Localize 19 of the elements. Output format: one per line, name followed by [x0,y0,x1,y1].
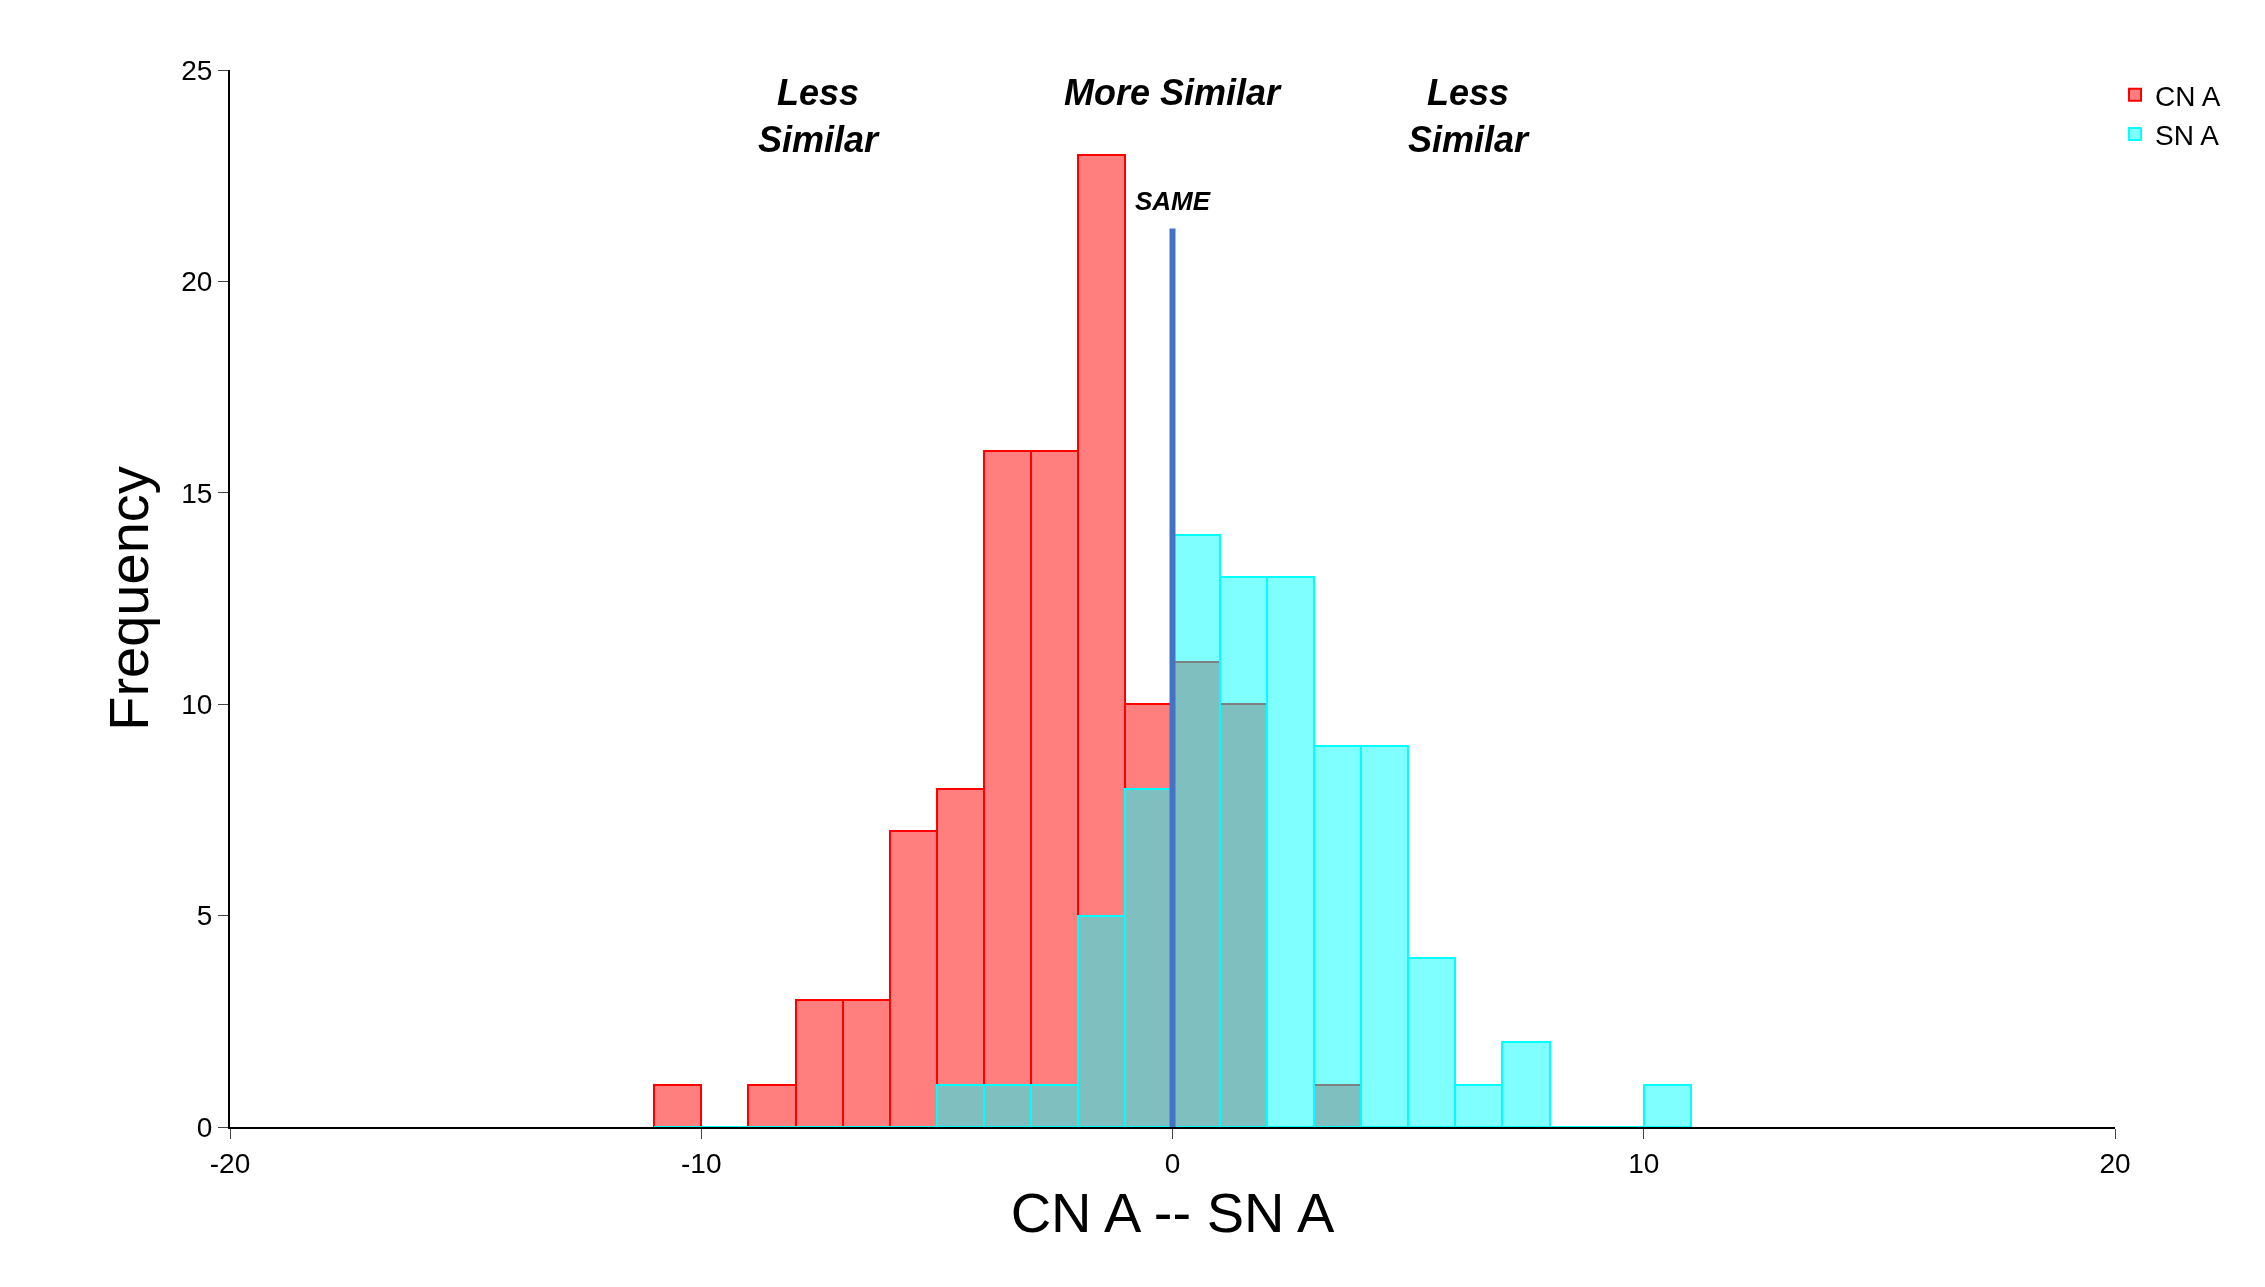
annotation: Less Similar [758,72,881,160]
x-tick-label: 10 [1628,1147,1660,1179]
y-tick-label: 20 [181,266,213,298]
y-tick-label: 0 [196,1111,213,1143]
x-axis-title: CN A -- SN A [1010,1180,1335,1244]
x-tick-label: 0 [1164,1147,1181,1179]
x-tick-label: -20 [209,1147,251,1179]
y-tick-label: 25 [181,54,213,86]
annotation: More Similar [1064,72,1283,113]
y-tick-label: 5 [196,900,213,932]
x-tick-label: 20 [2099,1147,2131,1179]
annotation: Less Similar [1408,72,1531,160]
legend-label: SN A [2155,120,2220,152]
ref-line-label: SAME [1135,186,1211,216]
y-tick-label: 15 [181,477,213,509]
legend-label: CN A [2155,80,2221,112]
y-tick-label: 10 [181,689,213,720]
x-tick-label: -10 [681,1147,722,1179]
y-axis-title: Frequency [96,466,160,731]
